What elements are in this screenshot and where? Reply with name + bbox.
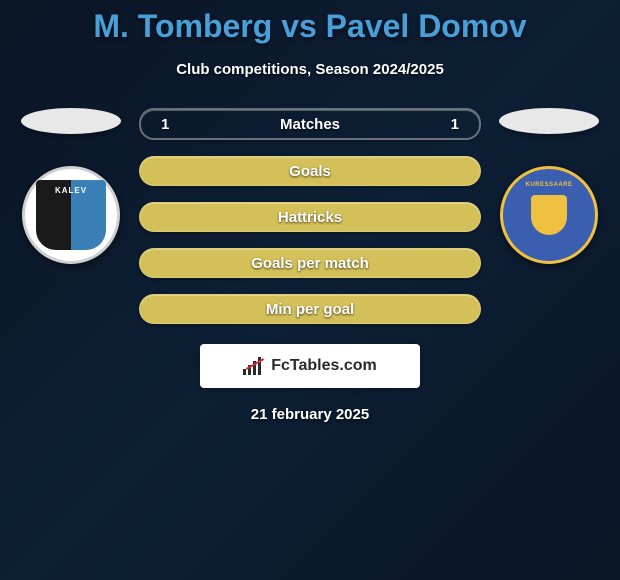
stat-left-value: 1 bbox=[161, 116, 169, 133]
stat-label: Goals per match bbox=[251, 255, 369, 272]
club-name-text: KURESSAARE bbox=[525, 182, 572, 188]
player-photo-placeholder-left bbox=[21, 108, 121, 134]
stat-label: Min per goal bbox=[266, 301, 354, 318]
club-badge-left bbox=[22, 166, 120, 264]
watermark-text: FcTables.com bbox=[271, 357, 377, 375]
stat-row-goals: Goals bbox=[139, 156, 481, 186]
left-column bbox=[21, 108, 121, 264]
content-row: 1 Matches 1 Goals Hattricks Goals per ma… bbox=[0, 108, 620, 324]
club-crest-kuressaare: KURESSAARE bbox=[514, 180, 584, 250]
club-badge-right: KURESSAARE bbox=[500, 166, 598, 264]
stat-row-matches: 1 Matches 1 bbox=[139, 108, 481, 140]
stat-label: Hattricks bbox=[278, 209, 342, 226]
right-column: KURESSAARE bbox=[499, 108, 599, 264]
stat-label: Goals bbox=[289, 163, 331, 180]
stat-row-gpm: Goals per match bbox=[139, 248, 481, 278]
stat-label: Matches bbox=[280, 116, 340, 133]
player-photo-placeholder-right bbox=[499, 108, 599, 134]
club-crest-kalev bbox=[36, 180, 106, 250]
crest-shape bbox=[531, 195, 567, 235]
stat-right-value: 1 bbox=[451, 116, 459, 133]
subtitle: Club competitions, Season 2024/2025 bbox=[176, 61, 444, 78]
stats-column: 1 Matches 1 Goals Hattricks Goals per ma… bbox=[139, 108, 481, 324]
footer-date: 21 february 2025 bbox=[251, 406, 369, 423]
page-title: M. Tomberg vs Pavel Domov bbox=[93, 8, 526, 45]
watermark[interactable]: FcTables.com bbox=[200, 344, 420, 388]
comparison-card: M. Tomberg vs Pavel Domov Club competiti… bbox=[0, 0, 620, 423]
stat-row-hattricks: Hattricks bbox=[139, 202, 481, 232]
chart-icon bbox=[243, 357, 265, 375]
stat-row-mpg: Min per goal bbox=[139, 294, 481, 324]
